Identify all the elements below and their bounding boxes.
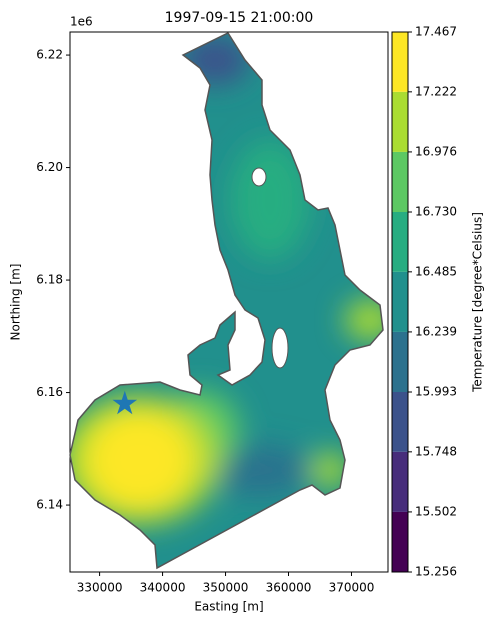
x-tick-label: 360000 [266,581,312,595]
colorbar-band [392,271,408,332]
x-tick-label: 330000 [77,581,123,595]
y-offset-label: 1e6 [70,15,93,29]
colorbar-band [392,91,408,152]
y-tick-label: 6.14 [36,498,63,512]
colorbar-tick-label: 15.748 [415,444,457,458]
colorbar-tick-label: 16.485 [415,264,457,278]
location-marker [112,390,138,415]
x-tick-label: 370000 [329,581,375,595]
island [271,327,289,369]
colorbar-band [392,151,408,212]
colorbar-tick-label: 16.239 [415,324,457,338]
colorbar-band [392,32,408,92]
island [251,167,267,187]
colorbar-tick-label: 15.502 [415,504,457,518]
colorbar-frame [391,31,409,573]
colorbar-label: Temperature [degree*Celsius] [471,212,485,393]
colorbar-band [392,392,408,452]
chart-title: 1997-09-15 21:00:00 [165,10,314,26]
y-tick-label: 6.20 [36,160,63,174]
x-tick-label: 340000 [140,581,186,595]
y-tick-label: 6.16 [36,385,63,399]
colorbar-band [392,511,408,572]
x-tick-label: 350000 [203,581,249,595]
colorbar-band [392,212,408,272]
colorbar-tick-label: 16.730 [415,205,457,219]
colorbar-tick-label: 17.467 [415,25,457,39]
x-axis-label: Easting [m] [194,600,263,614]
y-axis-label: Northing [m] [9,264,23,341]
colorbar-tick-label: 17.222 [415,84,457,98]
y-tick-label: 6.22 [36,48,63,62]
colorbar-band [392,331,408,392]
colorbar-band [392,451,408,512]
colorbar-tick-label: 16.976 [415,144,457,158]
y-tick-label: 6.18 [36,273,63,287]
colorbar-tick-label: 15.256 [415,565,457,579]
colorbar-tick-label: 15.993 [415,385,457,399]
